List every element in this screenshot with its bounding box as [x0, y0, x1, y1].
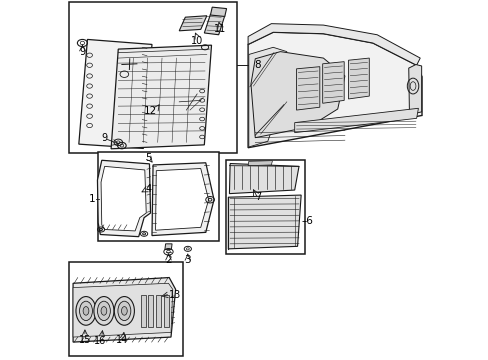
Bar — [69, 3, 236, 153]
Text: 10: 10 — [191, 36, 203, 46]
Polygon shape — [101, 166, 146, 231]
Ellipse shape — [83, 307, 89, 315]
Text: 8: 8 — [254, 60, 261, 70]
Ellipse shape — [121, 307, 127, 315]
Polygon shape — [155, 168, 208, 230]
Bar — [148, 295, 153, 327]
Bar — [164, 295, 169, 327]
Ellipse shape — [94, 297, 114, 325]
Text: 2: 2 — [165, 255, 171, 265]
Bar — [140, 295, 145, 327]
Polygon shape — [111, 45, 211, 149]
Polygon shape — [247, 32, 421, 148]
Polygon shape — [247, 24, 419, 65]
Text: 15: 15 — [79, 334, 91, 345]
Polygon shape — [97, 160, 150, 237]
Text: 4: 4 — [145, 184, 151, 194]
Text: 1: 1 — [88, 194, 95, 204]
Polygon shape — [228, 195, 301, 249]
Polygon shape — [164, 244, 172, 249]
Polygon shape — [248, 47, 286, 147]
Polygon shape — [152, 163, 214, 235]
Polygon shape — [296, 67, 319, 110]
Ellipse shape — [101, 307, 106, 315]
Text: 9: 9 — [79, 46, 85, 57]
Polygon shape — [250, 51, 344, 138]
Polygon shape — [73, 283, 172, 337]
Polygon shape — [79, 40, 152, 148]
Polygon shape — [348, 58, 368, 99]
Polygon shape — [408, 64, 421, 115]
Polygon shape — [247, 161, 272, 166]
Polygon shape — [210, 7, 226, 17]
Text: 13: 13 — [169, 290, 181, 300]
Text: 12: 12 — [143, 106, 157, 116]
Ellipse shape — [76, 297, 96, 325]
Text: 9: 9 — [101, 133, 107, 143]
Ellipse shape — [80, 301, 92, 320]
Ellipse shape — [118, 301, 131, 320]
Ellipse shape — [114, 297, 134, 325]
Polygon shape — [322, 62, 344, 103]
Text: 14: 14 — [116, 335, 128, 345]
Text: 16: 16 — [94, 336, 106, 346]
Text: 5: 5 — [145, 153, 151, 163]
Polygon shape — [204, 14, 224, 35]
Polygon shape — [294, 108, 418, 133]
Bar — [69, 262, 183, 356]
Ellipse shape — [97, 301, 110, 320]
Text: 7: 7 — [254, 192, 261, 202]
Bar — [156, 295, 161, 327]
Text: 11: 11 — [214, 24, 226, 35]
Polygon shape — [73, 278, 175, 342]
Text: 3: 3 — [184, 255, 191, 265]
Polygon shape — [229, 163, 298, 194]
Text: –6: –6 — [301, 216, 313, 226]
Bar — [225, 160, 304, 253]
Polygon shape — [179, 16, 206, 31]
Bar — [98, 152, 218, 241]
